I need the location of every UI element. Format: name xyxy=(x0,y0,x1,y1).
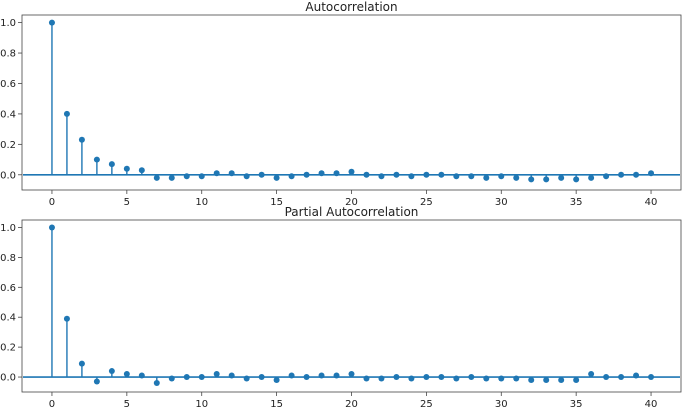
partial-autocorrelation-y-axis: 0.0 0.2 0.4 0.6 0.8 1.0 xyxy=(0,223,22,384)
partial-autocorrelation-stem-marker xyxy=(543,377,550,384)
partial-autocorrelation-y-tick-label: 0.0 xyxy=(0,373,16,384)
partial-autocorrelation-x-tick-label: 0 xyxy=(49,399,55,410)
autocorrelation-y-tick-label: 0.6 xyxy=(0,79,16,90)
partial-autocorrelation-stem-marker xyxy=(558,377,565,384)
autocorrelation-y-tick-label: 1.0 xyxy=(0,18,16,29)
partial-autocorrelation-x-tick-label: 30 xyxy=(495,399,508,410)
partial-autocorrelation-stem-marker xyxy=(48,224,55,231)
partial-autocorrelation-stem-marker xyxy=(108,368,115,375)
partial-autocorrelation-x-tick-label: 5 xyxy=(124,399,130,410)
autocorrelation-stem-marker xyxy=(543,176,550,183)
autocorrelation-stem-marker xyxy=(273,174,280,181)
autocorrelation-stem-marker xyxy=(48,19,55,26)
autocorrelation-stem-marker xyxy=(63,110,70,117)
partial-autocorrelation-stem-marker xyxy=(348,371,355,378)
autocorrelation-stem-marker xyxy=(123,165,130,172)
autocorrelation-plot-area xyxy=(21,14,682,191)
partial-autocorrelation-y-tick-label: 1.0 xyxy=(0,223,16,234)
autocorrelation-title: Autocorrelation xyxy=(305,0,397,14)
partial-autocorrelation-stem-marker xyxy=(63,315,70,322)
partial-autocorrelation-y-tick-label: 0.2 xyxy=(0,343,16,354)
partial-autocorrelation-x-tick-label: 35 xyxy=(570,399,583,410)
partial-autocorrelation-title: Partial Autocorrelation xyxy=(285,205,419,219)
autocorrelation-stem-marker xyxy=(78,136,85,143)
autocorrelation-x-tick-label: 40 xyxy=(645,197,658,208)
autocorrelation-y-axis: 0.0 0.2 0.4 0.6 0.8 1.0 xyxy=(0,18,22,181)
partial-autocorrelation-y-tick-label: 0.4 xyxy=(0,313,16,324)
autocorrelation-x-tick-label: 0 xyxy=(49,197,55,208)
autocorrelation-x-tick-label: 35 xyxy=(570,197,583,208)
partial-autocorrelation-stem-marker xyxy=(588,371,595,378)
partial-autocorrelation-stem-marker xyxy=(153,380,160,387)
partial-autocorrelation-stem-marker xyxy=(273,377,280,384)
partial-autocorrelation-y-tick-label: 0.6 xyxy=(0,283,16,294)
autocorrelation-x-axis: 0 5 10 15 20 25 30 35 40 xyxy=(49,190,658,208)
autocorrelation-x-tick-label: 15 xyxy=(270,197,283,208)
partial-autocorrelation-stem-marker xyxy=(213,371,220,378)
autocorrelation-stem-marker xyxy=(168,174,175,181)
autocorrelation-y-tick-label: 0.0 xyxy=(0,170,16,181)
partial-autocorrelation-x-tick-label: 40 xyxy=(645,399,658,410)
partial-autocorrelation-stem-marker xyxy=(93,378,100,385)
partial-autocorrelation-plot-area xyxy=(21,219,682,393)
autocorrelation-x-tick-label: 25 xyxy=(420,197,433,208)
autocorrelation-stem-marker xyxy=(558,174,565,181)
autocorrelation-stem-marker xyxy=(138,167,145,174)
partial-autocorrelation-x-tick-label: 15 xyxy=(270,399,283,410)
autocorrelation-stems xyxy=(23,19,680,183)
autocorrelation-stem-marker xyxy=(348,168,355,175)
autocorrelation-stem-marker xyxy=(108,161,115,168)
partial-autocorrelation-stem-marker xyxy=(78,360,85,367)
partial-autocorrelation-y-tick-label: 0.8 xyxy=(0,253,16,264)
autocorrelation-stem-marker xyxy=(153,174,160,181)
partial-autocorrelation-panel: Partial Autocorrelation 0.0 0.2 0.4 0.6 0.8 1… xyxy=(0,205,682,410)
partial-autocorrelation-x-tick-label: 25 xyxy=(420,399,433,410)
partial-autocorrelation-stem-marker xyxy=(123,371,130,378)
partial-autocorrelation-stem-marker xyxy=(573,377,580,384)
autocorrelation-x-tick-label: 10 xyxy=(195,197,208,208)
autocorrelation-y-tick-label: 0.8 xyxy=(0,49,16,60)
autocorrelation-x-tick-label: 30 xyxy=(495,197,508,208)
autocorrelation-stem-marker xyxy=(513,174,520,181)
autocorrelation-stem-marker xyxy=(588,174,595,181)
autocorrelation-x-tick-label: 5 xyxy=(124,197,130,208)
partial-autocorrelation-stem-marker xyxy=(528,377,535,384)
partial-autocorrelation-stems xyxy=(23,224,680,387)
autocorrelation-stem-marker xyxy=(93,156,100,163)
autocorrelation-stem-marker xyxy=(573,176,580,183)
partial-autocorrelation-x-tick-label: 10 xyxy=(195,399,208,410)
partial-autocorrelation-x-axis: 0 5 10 15 20 25 30 35 40 xyxy=(49,392,658,410)
autocorrelation-y-tick-label: 0.2 xyxy=(0,140,16,151)
partial-autocorrelation-x-tick-label: 20 xyxy=(345,399,358,410)
autocorrelation-y-tick-label: 0.4 xyxy=(0,109,16,120)
autocorrelation-panel: Autocorrelation 0.0 0.2 0.4 0.6 0.8 1.0 0 5 10 1… xyxy=(0,0,682,208)
autocorrelation-x-tick-label: 20 xyxy=(345,197,358,208)
autocorrelation-stem-marker xyxy=(528,176,535,183)
autocorrelation-stem-marker xyxy=(483,174,490,181)
